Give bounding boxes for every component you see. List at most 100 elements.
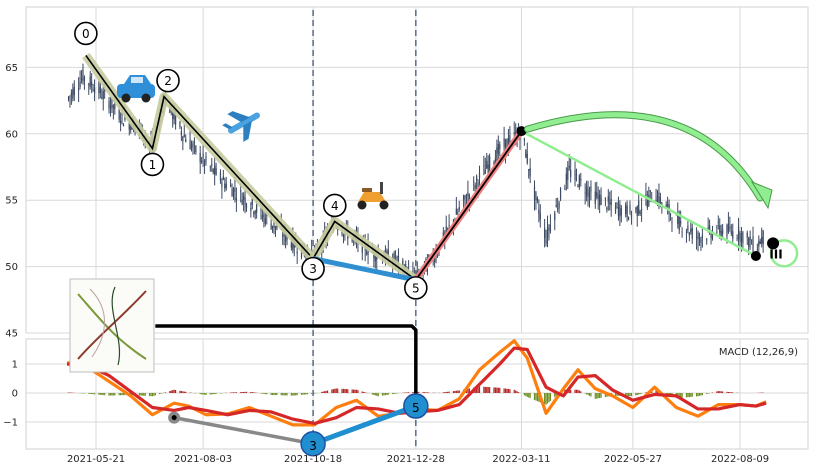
histogram-bar xyxy=(111,393,113,396)
candle-body xyxy=(468,194,470,201)
candle-body xyxy=(458,207,460,210)
histogram-bar xyxy=(678,393,680,398)
histogram-bar xyxy=(625,393,627,397)
wave-label-circle xyxy=(140,152,165,177)
histogram-bar xyxy=(575,389,578,393)
histogram-bar xyxy=(444,392,446,393)
candle-body xyxy=(506,139,508,148)
candle-body xyxy=(710,233,712,239)
histogram-bar xyxy=(483,386,485,393)
histogram-bar xyxy=(570,389,572,393)
histogram-bar xyxy=(114,393,116,396)
histogram-bar xyxy=(153,393,155,396)
candle-body xyxy=(761,236,763,244)
candle-body xyxy=(742,232,744,243)
candle-body xyxy=(120,120,122,123)
candle-body xyxy=(688,233,690,236)
histogram-bar xyxy=(533,393,536,400)
candle-body xyxy=(493,162,495,165)
histogram-bar xyxy=(599,393,601,399)
histogram-bar xyxy=(698,393,701,396)
histogram-bar xyxy=(243,391,245,393)
x-tick-label: 2022-05-27 xyxy=(604,454,662,465)
candle-body xyxy=(736,238,738,240)
histogram-bar xyxy=(108,393,110,396)
histogram-bar xyxy=(383,393,385,396)
histogram-bar xyxy=(638,393,640,395)
candle-body xyxy=(284,231,287,242)
candle-body xyxy=(397,255,400,267)
candle-body xyxy=(109,104,112,108)
histogram-bar xyxy=(523,393,525,396)
candle-body xyxy=(263,214,265,218)
histogram-bar xyxy=(627,393,630,397)
candle-body xyxy=(341,230,343,235)
wave-label-circle xyxy=(301,256,325,281)
candle-body xyxy=(173,110,175,120)
histogram-bar xyxy=(373,393,375,395)
histogram-bar xyxy=(345,389,347,393)
histogram-bar xyxy=(422,392,424,393)
candle-body xyxy=(535,191,537,200)
wave-label-circle xyxy=(156,68,180,93)
candle-body xyxy=(89,76,91,87)
histogram-bar xyxy=(122,393,125,396)
candle-body xyxy=(680,221,682,224)
candle-body xyxy=(565,173,567,185)
candle-body xyxy=(671,222,673,224)
macd-wave-marker-label: 5 xyxy=(412,401,420,415)
histogram-bar xyxy=(626,393,628,397)
histogram-bar xyxy=(392,393,394,395)
histogram-bar xyxy=(525,393,527,397)
histogram-bar xyxy=(293,393,295,396)
histogram-bar xyxy=(296,393,298,396)
histogram-bar xyxy=(112,393,114,396)
histogram-bar xyxy=(580,391,582,393)
histogram-bar xyxy=(640,393,643,394)
histogram-bar xyxy=(364,392,366,393)
candle-body xyxy=(80,78,83,81)
candle-body xyxy=(104,90,106,92)
airplane-icon xyxy=(222,111,260,142)
histogram-bar xyxy=(151,393,154,397)
histogram-bar xyxy=(271,393,274,396)
candle-body xyxy=(203,160,206,166)
histogram-bar xyxy=(588,393,591,396)
candle-body xyxy=(709,225,711,231)
candle-body xyxy=(235,197,237,201)
histogram-bar xyxy=(448,391,450,393)
histogram-bar xyxy=(295,393,297,396)
histogram-bar xyxy=(496,387,498,393)
histogram-bar xyxy=(361,391,363,393)
histogram-bar xyxy=(655,390,657,393)
wave-label-text: 2 xyxy=(164,74,172,88)
histogram-bar xyxy=(215,393,217,394)
histogram-bar xyxy=(245,391,248,393)
candle-body xyxy=(507,137,510,148)
candle-body xyxy=(625,204,627,214)
histogram-bar xyxy=(487,387,489,393)
candle-body xyxy=(616,203,618,206)
histogram-bar xyxy=(423,392,426,393)
macd-wave-point-start-core xyxy=(171,415,177,421)
histogram-bar xyxy=(326,390,329,393)
histogram-bar xyxy=(172,390,174,393)
candle-body xyxy=(655,199,657,203)
histogram-bar xyxy=(568,389,570,393)
histogram-bar xyxy=(274,393,277,396)
histogram-bar xyxy=(283,393,285,396)
lower-y-tick-label: −1 xyxy=(3,418,18,429)
candle-body xyxy=(546,226,549,239)
wave-label-circle xyxy=(404,276,428,300)
histogram-bar xyxy=(548,393,550,403)
histogram-bar xyxy=(292,393,294,396)
candle-body xyxy=(199,152,201,163)
candle-body xyxy=(525,150,527,158)
histogram-bar xyxy=(183,391,185,393)
candle-body xyxy=(78,88,80,91)
candle-body xyxy=(548,228,550,231)
histogram-bar xyxy=(685,393,688,398)
candle-body xyxy=(264,217,266,224)
histogram-bar xyxy=(544,393,546,405)
histogram-bar xyxy=(325,390,327,393)
